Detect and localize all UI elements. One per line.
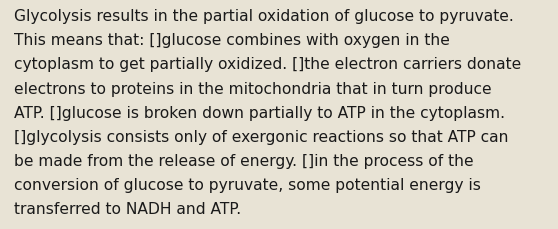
Text: ATP. []glucose is broken down partially to ATP in the cytoplasm.: ATP. []glucose is broken down partially …: [14, 105, 505, 120]
Text: []glycolysis consists only of exergonic reactions so that ATP can: []glycolysis consists only of exergonic …: [14, 129, 508, 144]
Text: cytoplasm to get partially oxidized. []the electron carriers donate: cytoplasm to get partially oxidized. []t…: [14, 57, 521, 72]
Text: electrons to proteins in the mitochondria that in turn produce: electrons to proteins in the mitochondri…: [14, 81, 492, 96]
Text: be made from the release of energy. []in the process of the: be made from the release of energy. []in…: [14, 153, 474, 168]
Text: This means that: []glucose combines with oxygen in the: This means that: []glucose combines with…: [14, 33, 450, 48]
Text: Glycolysis results in the partial oxidation of glucose to pyruvate.: Glycolysis results in the partial oxidat…: [14, 9, 514, 24]
Text: conversion of glucose to pyruvate, some potential energy is: conversion of glucose to pyruvate, some …: [14, 177, 481, 192]
Text: transferred to NADH and ATP.: transferred to NADH and ATP.: [14, 202, 241, 216]
